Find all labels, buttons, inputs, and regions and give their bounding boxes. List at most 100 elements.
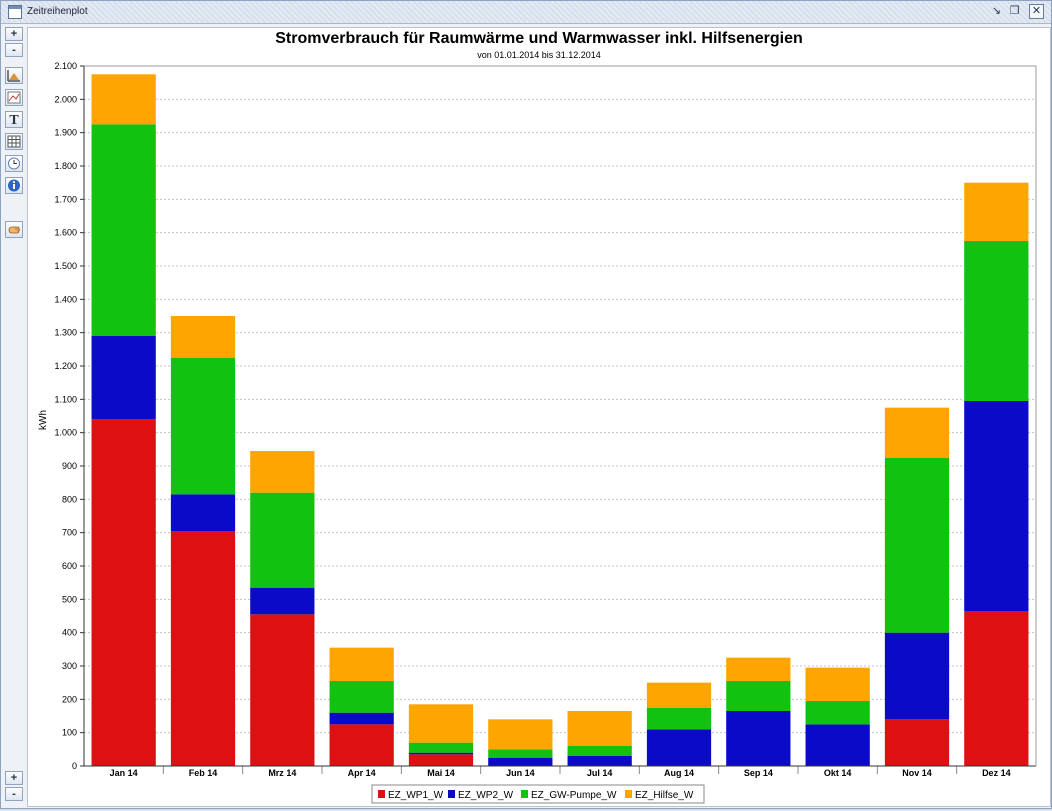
bar-segment [408,704,474,743]
grid-lines [84,65,1036,734]
legend-entry-label: EZ_WP2_W [458,790,514,801]
legend-swatch [625,790,632,798]
legend-entry-label: EZ_Hilfse_W [635,790,694,801]
bar-segment [646,707,712,730]
y-tick-label: 800 [62,494,77,504]
bar-segment [329,712,394,725]
axes-icon[interactable] [5,67,23,84]
y-axis-ticks: 0 100 200 300 400 500 600 700 800 900 1.000 1.100 1.… [54,61,84,771]
y-tick-label: 1.900 [54,128,77,138]
legend-swatch [378,790,385,798]
legend: EZ_WP1_W EZ_WP2_W EZ_GW-Pumpe_W EZ_Hilfse_W [371,784,705,804]
bar-segment [567,756,632,766]
bar-segment [329,681,394,713]
bar-segment [805,724,870,766]
legend-entry-label: EZ_WP1_W [388,790,444,801]
zoom-out-button[interactable]: - [5,43,23,57]
y-tick-label: 900 [62,461,77,471]
bar-segment [170,531,236,766]
x-tick-label: Apr 14 [348,768,376,778]
x-tick-label: Mrz 14 [268,768,296,778]
bar-segment [964,611,1029,766]
y-tick-label: 2.100 [54,61,77,71]
bar-segment [567,746,632,756]
y-tick-label: 1.400 [54,294,77,304]
y-tick-label: 1.300 [54,328,77,338]
bar-segment [964,401,1029,611]
legend-entry-label: EZ_GW-Pumpe_W [531,790,617,801]
bar-segment [91,336,156,420]
bar-segment [329,647,394,681]
legend-swatch [521,790,528,798]
axes [83,65,1037,767]
chart-style-icon[interactable] [5,89,23,106]
x-tick-label: Jul 14 [587,768,613,778]
minimize-icon[interactable]: ↘ [991,5,1002,17]
bar-segment [488,719,553,750]
window-titlebar[interactable]: Zeitreihenplot ↘ ❐ ✕ [1,1,1051,24]
bar-segment [329,724,394,766]
y-tick-label: 1.100 [54,394,77,404]
bar-segment [170,494,236,531]
y-tick-label: 700 [62,528,77,538]
bar-segment [91,74,156,125]
bar-segment [646,682,712,708]
y-tick-label: 400 [62,628,77,638]
bar-segment [726,711,791,766]
bar-segment [567,711,632,746]
close-icon[interactable]: ✕ [1029,4,1044,19]
bar-segment [91,124,156,336]
legend-box [371,784,705,804]
bar-segment [250,451,315,493]
y-tick-label: 100 [62,728,77,738]
bar-segment [408,742,474,753]
y-axis-label: kWh [38,410,49,430]
x-tick-label: Nov 14 [902,768,932,778]
side-toolbar: + - T + - [5,27,24,804]
x-tick-label: Mai 14 [427,768,455,778]
table-icon[interactable] [5,133,23,150]
y-tick-label: 0 [72,761,77,771]
y-tick-label: 1.200 [54,361,77,371]
y-tick-label: 200 [62,694,77,704]
y-tick-label: 1.800 [54,161,77,171]
chart-title: Stromverbrauch für Raumwärme und Warmwas… [275,30,803,47]
bar-segment [726,681,791,711]
y-tick-label: 1.500 [54,261,77,271]
y-tick-label: 1.000 [54,428,77,438]
stacked-bar-chart: Stromverbrauch für Raumwärme und Warmwas… [38,30,1037,804]
bars-group [91,74,1029,766]
x-tick-label: Aug 14 [664,768,694,778]
clock-icon[interactable] [5,155,23,172]
chart-subtitle: von 01.01.2014 bis 31.12.2014 [477,50,601,60]
bar-segment [250,492,315,588]
bar-segment [170,357,236,495]
bottom-plus-button[interactable]: + [5,771,23,785]
bar-segment [884,407,950,458]
x-tick-label: Feb 14 [189,768,218,778]
x-tick-label: Dez 14 [982,768,1011,778]
window-app-icon [8,5,22,19]
bar-segment [646,729,712,766]
info-icon[interactable] [5,177,23,194]
zoom-in-button[interactable]: + [5,27,23,41]
bar-segment [250,614,315,766]
restore-icon[interactable]: ❐ [1009,5,1020,17]
y-tick-label: 600 [62,561,77,571]
bar-segment [805,701,870,725]
bar-segment [488,749,553,758]
x-tick-label: Sep 14 [744,768,773,778]
bar-segment [884,457,950,633]
y-tick-label: 1.600 [54,228,77,238]
plot-area: Stromverbrauch für Raumwärme und Warmwas… [27,27,1051,807]
bar-segment [726,657,791,681]
bottom-minus-button[interactable]: - [5,787,23,801]
bar-segment [250,587,315,615]
bar-segment [170,316,236,358]
bar-segment [884,719,950,766]
hand-icon[interactable] [5,221,23,238]
y-tick-label: 1.700 [54,194,77,204]
text-icon[interactable]: T [5,111,23,128]
y-tick-label: 500 [62,594,77,604]
